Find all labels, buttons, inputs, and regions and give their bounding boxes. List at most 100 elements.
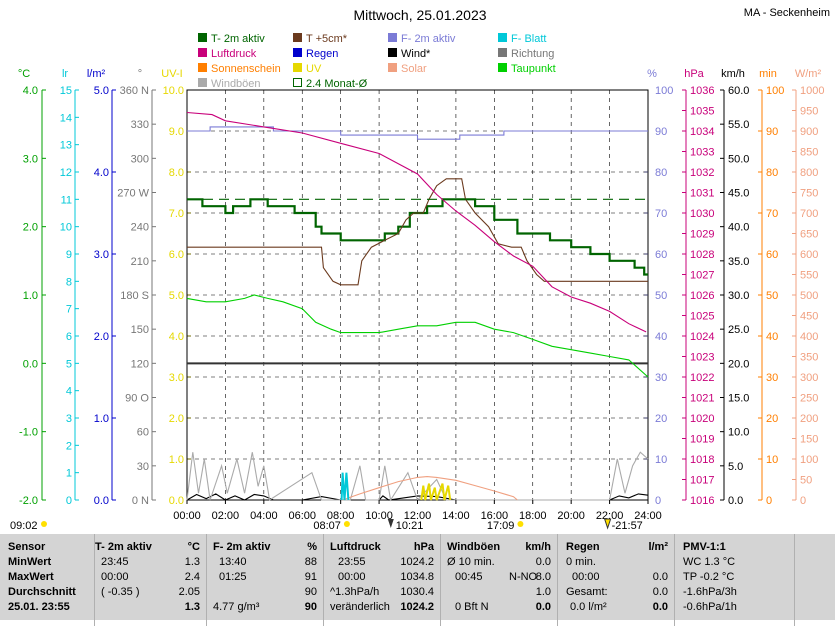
axis-tick-label-dir: 330 [131, 119, 149, 131]
x-tick-label: 22:00 [596, 510, 624, 522]
x-tick-label: 02:00 [212, 510, 240, 522]
series-group [186, 111, 649, 502]
legend-label-10: Solar [401, 63, 427, 75]
axis-tick-label-rain: 2.0 [94, 331, 109, 343]
axis-tick-label-solar: 450 [800, 311, 818, 323]
hum-name: F- 2m aktiv [213, 541, 271, 553]
axis-tick-label-sun: 80 [766, 167, 778, 179]
axis-tick-label-hum: 70 [655, 208, 667, 220]
press-name: Luftdruck [330, 541, 381, 553]
legend-swatch-1 [293, 33, 302, 42]
series-line-solar [342, 476, 518, 501]
axis-tick-label-sun: 90 [766, 126, 778, 138]
wind-r1-label: Ø 10 min. [447, 556, 495, 568]
legend-label-2: F- 2m aktiv [401, 33, 456, 45]
axis-tick-label-lr: 6 [66, 331, 72, 343]
axis-tick-label-wind: 20.0 [728, 358, 749, 370]
press-trend: ^1.3hPa/h [330, 586, 380, 598]
axis-unit-hum: % [647, 68, 657, 80]
legend-label-13: 2.4 Monat-Ø [306, 78, 368, 90]
rain-rate: 0.0 l/m² [570, 601, 607, 613]
axis-tick-label-wind: 40.0 [728, 222, 749, 234]
axis-tick-label-uv: 6.0 [169, 249, 184, 261]
axis-tick-label-solar: 500 [800, 290, 818, 302]
stats-pmv: PMV-1:1 WC 1.3 °C TP -0.2 °C -1.6hPa/3h … [674, 534, 803, 626]
sunset-label: -21:57 [612, 520, 643, 532]
axis-tick-label-wind: 5.0 [728, 461, 743, 473]
event1-label: 10:21 [396, 520, 424, 532]
legend: T- 2m aktiv T +5cm* F- 2m aktiv F- Blatt Luf… [198, 33, 556, 90]
temp-unit: °C [187, 541, 200, 553]
axis-tick-label-dir: 60 [137, 427, 149, 439]
axis-tick-label-solar: 250 [800, 393, 818, 405]
axis-tick-label-solar: 0 [800, 495, 806, 507]
axis-tick-label-press: 1030 [690, 208, 714, 220]
axis-tick-label-dir: 360 N [120, 85, 149, 97]
stats-rain: Regen l/m² 0 min. 00:00 0.0 Gesamt: 0.0 0.0… [557, 534, 674, 626]
axis-tick-label-hum: 10 [655, 454, 667, 466]
temp-max: 2.4 [184, 571, 200, 583]
axis-tick-label-solar: 750 [800, 188, 818, 200]
axis-tick-label-press: 1034 [690, 126, 714, 138]
axis-tick-label-sun: 60 [766, 249, 778, 261]
rain-r1-label: 0 min. [566, 556, 596, 568]
hum-abs: 4.77 g/m³ [213, 601, 260, 613]
sunset-marker-icon [603, 518, 612, 530]
rain-total-label: Gesamt: [566, 586, 608, 598]
hum-min: 88 [304, 556, 317, 568]
legend-swatch-11 [498, 63, 507, 72]
axis-tick-label-sun: 20 [766, 413, 778, 425]
axis-tick-label-wind: 45.0 [728, 188, 749, 200]
temp-name: T- 2m aktiv [95, 541, 152, 553]
event1-marker-icon [387, 519, 394, 528]
weather-chart: Mittwoch, 25.01.2023 MA - Seckenheim T- … [10, 7, 830, 532]
legend-label-11: Taupunkt [511, 63, 556, 75]
axis-tick-label-hum: 40 [655, 331, 667, 343]
axis-tick-label-lr: 0 [66, 495, 72, 507]
legend-label-1: T +5cm* [306, 33, 348, 45]
axis-tick-label-rain: 5.0 [94, 85, 109, 97]
press-max-time: 00:00 [338, 571, 366, 583]
series-line-taupunkt [186, 294, 649, 378]
axis-tick-label-press: 1032 [690, 167, 714, 179]
pmv-name: PMV-1:1 [683, 541, 726, 553]
label-sensor: Sensor [8, 541, 46, 553]
sun-dot-icon [41, 521, 47, 527]
label-last: 25.01. 23:55 [8, 601, 70, 613]
rain-name: Regen [566, 541, 600, 553]
legend-swatch-13 [293, 78, 302, 87]
hum-max-time: 01:25 [219, 571, 247, 583]
axis-tick-label-uv: 3.0 [169, 372, 184, 384]
axis-unit-uv: UV-I [161, 68, 182, 80]
axis-tick-label-press: 1031 [690, 188, 714, 200]
axis-tick-label-wind: 55.0 [728, 119, 749, 131]
series-line-t-2m-aktiv [187, 198, 648, 276]
x-tick-label: 00:00 [173, 510, 201, 522]
wind-r2-dir: N-NO [509, 571, 538, 583]
axis-tick-label-press: 1019 [690, 434, 714, 446]
x-tick-label: 18:00 [519, 510, 547, 522]
axis-tick-label-hum: 60 [655, 249, 667, 261]
legend-swatch-4 [198, 48, 207, 57]
axis-tick-label-press: 1029 [690, 229, 714, 241]
axis-tick-label-rain: 0.0 [94, 495, 109, 507]
axis-tick-label-dir: 30 [137, 461, 149, 473]
legend-swatch-0 [198, 33, 207, 42]
axis-tick-label-lr: 12 [60, 167, 72, 179]
hum-avg: 90 [304, 586, 317, 598]
axis-tick-label-lr: 8 [66, 276, 72, 288]
stats-labels: Sensor MinWert MaxWert Durchschnitt 25.0… [0, 534, 94, 626]
axis-tick-label-wind: 15.0 [728, 393, 749, 405]
legend-swatch-8 [198, 63, 207, 72]
axis-tick-label-solar: 600 [800, 249, 818, 261]
axis-tick-label-lr: 10 [60, 222, 72, 234]
axis-tick-label-sun: 50 [766, 290, 778, 302]
axis-tick-label-hum: 0 [655, 495, 661, 507]
axis-tick-label-press: 1028 [690, 249, 714, 261]
axis-tick-label-press: 1022 [690, 372, 714, 384]
axis-tick-label-rain: 4.0 [94, 167, 109, 179]
axis-tick-label-temp: 3.0 [23, 153, 38, 165]
legend-swatch-2 [388, 33, 397, 42]
axis-tick-label-press: 1026 [690, 290, 714, 302]
wind-current: 0.0 [535, 601, 551, 613]
